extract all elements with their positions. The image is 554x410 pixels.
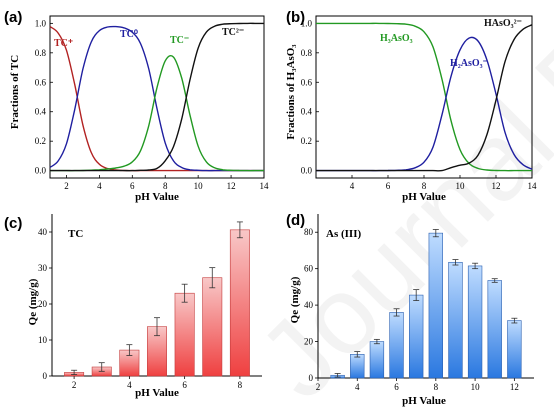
panel-b-xtick-label: 6 xyxy=(386,181,391,191)
panel-a-xtick-label: 14 xyxy=(260,181,270,191)
panel-b-ytick-label: 0.8 xyxy=(301,48,313,58)
panel-d-bar xyxy=(369,341,385,379)
panel-c-xtick-label: 4 xyxy=(127,380,132,390)
panel-d-bars xyxy=(330,229,522,379)
panel-a-xtick-label: 6 xyxy=(130,181,135,191)
panel-b-lines xyxy=(316,22,533,172)
label-tc-2minus: TC²⁻ xyxy=(222,27,244,38)
panel-b-xtick-label: 8 xyxy=(422,181,427,191)
panel-a-ytick-label: 0.6 xyxy=(35,77,47,87)
panel-c-ytick-label: 10 xyxy=(38,335,48,345)
panel-c-bar xyxy=(174,292,195,377)
panel-d-xtick-label: 6 xyxy=(394,382,399,392)
panel-a-ytick-label: 0.2 xyxy=(35,136,46,146)
panel-c-label: (c) xyxy=(4,215,22,232)
panel-c-xtick-label: 2 xyxy=(72,380,77,390)
panel-a-xtick-label: 12 xyxy=(227,181,236,191)
panel-d-bar xyxy=(409,294,424,379)
panel-c-xtick-label: 6 xyxy=(182,380,187,390)
panel-d-ytick-label: 0 xyxy=(309,373,314,383)
panel-c-ytick-label: 30 xyxy=(38,263,48,273)
panel-d-xlabel: pH Value xyxy=(402,395,446,407)
panel-d-ytick-label: 40 xyxy=(304,300,314,310)
panel-b-label: (b) xyxy=(286,9,305,26)
panel-d-bar xyxy=(507,320,522,379)
panel-b-xlabel: pH Value xyxy=(402,191,446,203)
panel-a-xtick-label: 4 xyxy=(97,181,102,191)
panel-b-series-H3AsO3 xyxy=(316,22,532,172)
label-tc-plus: TC⁺ xyxy=(54,38,73,49)
panel-a-ytick-label: 0.4 xyxy=(35,107,47,117)
panel-c-bars xyxy=(64,221,250,377)
panel-a-axes: 2 4 6 8 10 12 14 0.0 0.2 0.4 0.6 0.8 1.0 xyxy=(35,15,270,191)
panel-b-xtick-label: 10 xyxy=(456,181,466,191)
panel-b-ytick-label: 0.0 xyxy=(301,166,313,176)
panel-a: (a) Fractions of TC pH Value 2 4 6 8 10 12 14 0… xyxy=(4,9,269,203)
panel-c-annotation: TC xyxy=(68,228,83,240)
panel-c-ylabel: Qe (mg/g) xyxy=(27,278,39,325)
panel-a-xtick-label: 10 xyxy=(194,181,204,191)
panel-d: (d) Qe (mg/g) pH Value As (III) 2 4 6 8 10 12… xyxy=(286,212,534,407)
panel-d-bar xyxy=(487,280,502,379)
panel-a-ytick-label: 0.0 xyxy=(35,166,47,176)
panel-c-bar xyxy=(229,229,250,377)
panel-a-xtick-label: 8 xyxy=(163,181,168,191)
panel-d-ylabel: Qe (mg/g) xyxy=(289,276,301,323)
panel-b-xtick-label: 12 xyxy=(492,181,501,191)
panel-c-ytick-label: 20 xyxy=(38,299,48,309)
panel-a-lines xyxy=(49,22,264,172)
panel-d-xtick-label: 10 xyxy=(471,382,481,392)
panel-a-ytick-label: 1.0 xyxy=(35,18,47,28)
panel-c: (c) Qe (mg/g) pH Value TC 2 4 6 8 0 10 20 30 40 xyxy=(4,214,262,399)
panel-b-ytick-label: 0.6 xyxy=(301,77,313,87)
label-tc-minus: TC⁻ xyxy=(170,35,189,46)
panel-d-label: (d) xyxy=(286,212,305,229)
label-h2aso3: H₂AsO₃⁻ xyxy=(450,58,488,69)
panel-d-ytick-label: 80 xyxy=(304,227,314,237)
panel-b-ytick-label: 0.2 xyxy=(301,136,312,146)
panel-a-frame xyxy=(49,15,265,179)
panel-b-ytick-label: 1.0 xyxy=(301,18,313,28)
panel-b-xtick-label: 4 xyxy=(350,181,355,191)
panel-d-bar xyxy=(467,265,483,379)
label-haso3: HAsO₃²⁻ xyxy=(484,18,522,29)
panel-a-series-TC2- xyxy=(50,22,264,172)
panel-d-ytick-label: 60 xyxy=(304,264,314,274)
panel-c-ytick-label: 0 xyxy=(43,371,48,381)
panel-d-bar xyxy=(389,312,404,379)
panel-a-xlabel: pH Value xyxy=(135,191,179,203)
panel-d-xtick-label: 12 xyxy=(510,382,519,392)
panel-d-axes: 2 4 6 8 10 12 0 20 40 60 80 xyxy=(304,214,534,392)
panel-a-xtick-label: 2 xyxy=(64,181,69,191)
panel-b-ytick-label: 0.4 xyxy=(301,107,313,117)
panel-a-ytick-label: 0.8 xyxy=(35,48,47,58)
panel-d-bar xyxy=(350,354,365,379)
panel-d-bar xyxy=(428,232,443,379)
panel-d-xtick-label: 4 xyxy=(355,382,360,392)
panel-b-ylabel: Fractions of H₃AsO₃ xyxy=(285,44,297,140)
panel-c-axes: 2 4 6 8 0 10 20 30 40 xyxy=(38,214,262,390)
panel-b-axes: 4 6 8 10 12 14 0.0 0.2 0.4 0.6 0.8 1.0 xyxy=(301,15,538,191)
panel-d-ytick-label: 20 xyxy=(304,337,314,347)
panel-d-bar xyxy=(448,261,463,379)
panel-d-xtick-label: 8 xyxy=(434,382,439,392)
panel-c-xtick-label: 8 xyxy=(238,380,243,390)
panel-b-xtick-label: 14 xyxy=(528,181,538,191)
panel-d-xtick-label: 2 xyxy=(316,382,321,392)
panel-a-series-TC+ xyxy=(49,26,264,172)
panel-c-ytick-label: 40 xyxy=(38,227,48,237)
panel-c-bar xyxy=(202,277,223,377)
label-tc-zero: TC⁰ xyxy=(120,29,138,40)
panel-a-ylabel: Fractions of TC xyxy=(9,55,21,129)
panel-d-annotation: As (III) xyxy=(326,228,361,240)
panel-b-series-HAsO32- xyxy=(316,24,533,172)
panel-c-xlabel: pH Value xyxy=(135,387,179,399)
panel-a-label: (a) xyxy=(4,9,22,26)
panel-a-series-TC0 xyxy=(49,25,264,172)
panel-b: (b) Fractions of H₃AsO₃ pH Value 4 6 8 10 12… xyxy=(285,9,537,203)
label-h3aso3: H₃AsO₃ xyxy=(380,33,413,44)
